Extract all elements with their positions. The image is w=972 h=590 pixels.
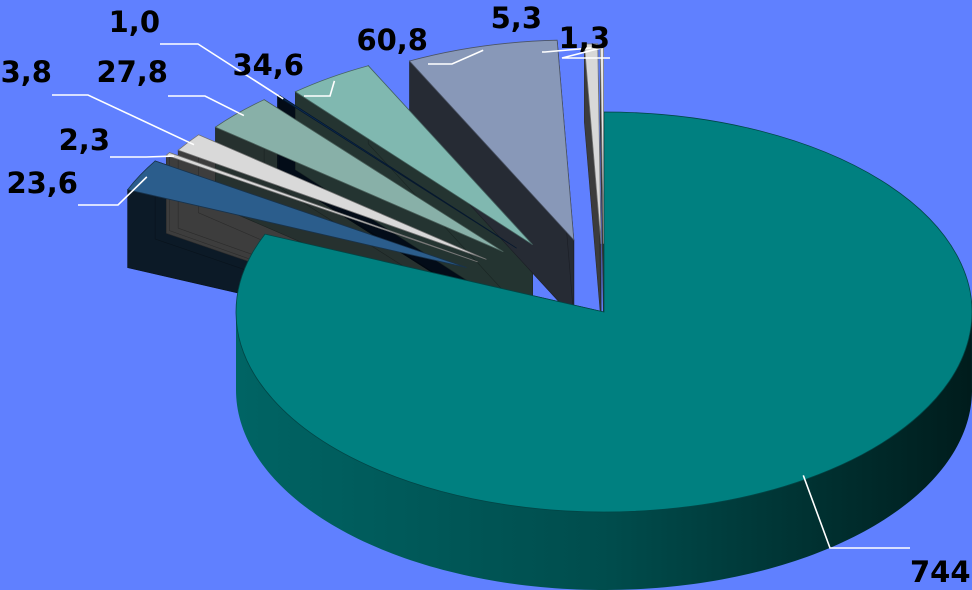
pie-slice-6-leader-line (160, 43, 284, 100)
pie-slice-3-value-label: 2,3 (59, 123, 110, 157)
pie-slice-8-value-label: 60,8 (356, 23, 428, 57)
pie-slice-3-top (165, 152, 478, 263)
pie-slice-1-top (235, 111, 972, 513)
pie-slice-1-leader-line (802, 475, 910, 549)
pie-slice-2-value-label: 23,6 (6, 166, 78, 200)
pie-slice-10-value-label: 1,3 (559, 21, 610, 55)
slice-tops (126, 39, 972, 513)
pie-slice-7-top (294, 65, 533, 245)
pie-slice-9-top (583, 43, 602, 244)
pie-slice-9-value-label: 5,3 (491, 1, 542, 35)
pie-slice-7-leader-line (304, 80, 336, 97)
pie-slice-2-top (126, 160, 467, 268)
pie-slice-2-leader-line (78, 176, 148, 206)
pie-slice-4-leader-line (52, 94, 195, 146)
pie-slice-9-leader-line (542, 47, 592, 53)
pie-slice-3-leader-line (110, 155, 175, 158)
pie-slice-5-value-label: 27,8 (96, 55, 168, 89)
pie-slice-6-value-label: 1,0 (109, 5, 160, 39)
pie-slice-5-leader-line (168, 95, 245, 117)
pie-slice-7-value-label: 34,6 (232, 48, 304, 82)
pie-slice-10-leader-line (561, 47, 610, 59)
pie-slice-4-value-label: 13,8 (0, 55, 52, 89)
pie-slice-8-top (408, 39, 575, 242)
pie-slice-1-wall (236, 309, 972, 590)
pie-slice-10-top (599, 43, 604, 244)
pie-slice-1-value-label: 744,4 (910, 555, 972, 589)
pie-slice-8-leader-line (428, 49, 484, 65)
leader-lines (52, 43, 910, 549)
